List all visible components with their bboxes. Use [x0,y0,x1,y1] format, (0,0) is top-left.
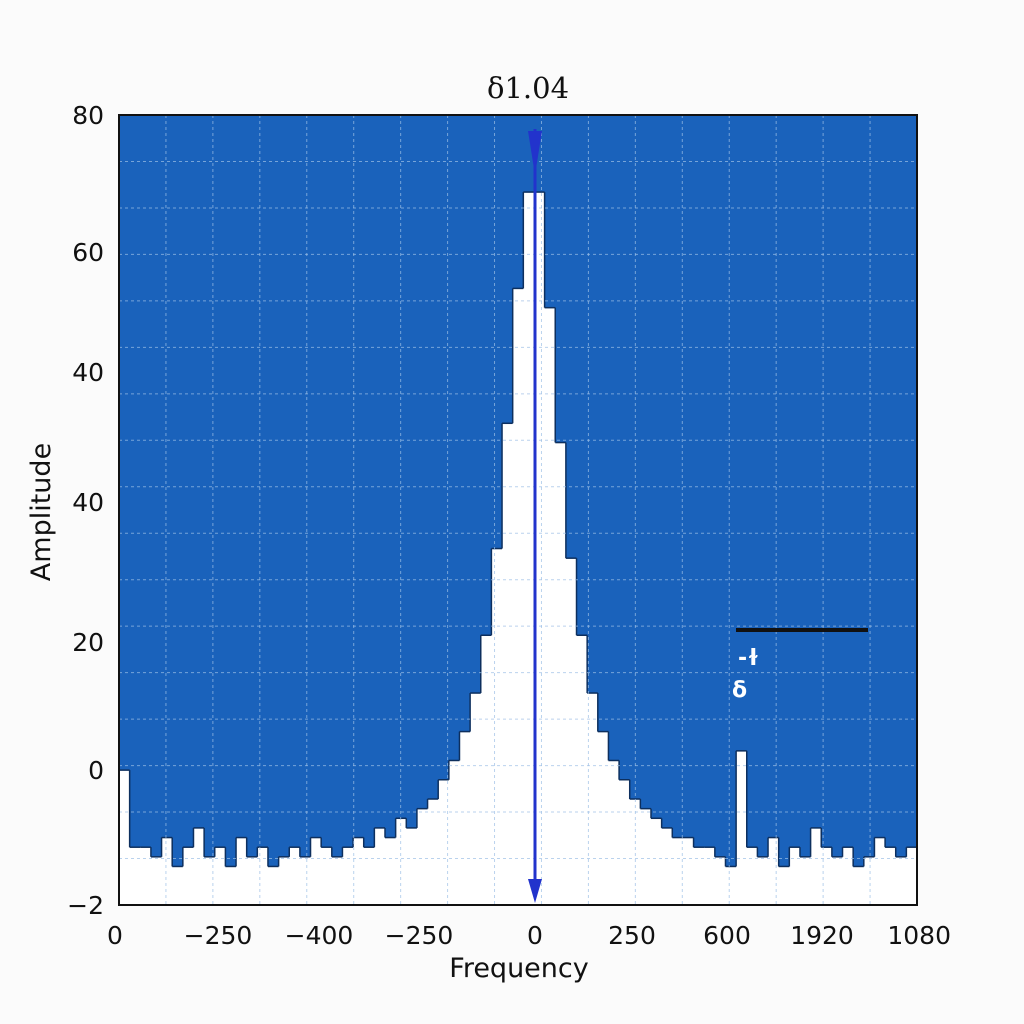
annotation-group: -ɫ δ [732,628,868,703]
x-axis-label: Frequency [449,953,589,984]
arrowhead-top [528,131,542,175]
x-tick-label: −250 [385,921,454,950]
y-tick-label: −2 [67,891,104,920]
y-tick-label: 40 [72,358,104,387]
x-tick-label: 0 [107,921,123,950]
center-marker [528,129,542,903]
arrowhead-bottom [528,879,542,903]
amplitude-area [119,115,917,868]
x-tick-label: 250 [608,921,656,950]
y-tick-label: 20 [72,628,104,657]
x-tick-label: −250 [184,921,253,950]
x-tick-label: 1080 [887,921,951,950]
plot-frame [118,114,918,906]
x-tick-label: −400 [285,921,354,950]
grid-lines [119,115,917,905]
y-tick-label: 60 [72,238,104,267]
area-fill [119,115,917,867]
y-axis-ticks: 80 60 40 40 20 0 −2 [67,101,104,920]
x-tick-label: 1920 [790,921,854,950]
x-tick-label: 600 [703,921,751,950]
y-tick-label: 40 [72,488,104,517]
x-axis-ticks: 0 −250 −400 −250 0 250 600 1920 1080 [107,921,951,950]
y-tick-label: 80 [72,101,104,130]
x-tick-label: 0 [527,921,543,950]
y-axis-label: Amplitude [26,443,57,581]
chart-title: δ1.04 [487,71,569,105]
y-tick-label: 0 [88,756,104,785]
annotation-label-1: -ɫ [738,646,759,671]
annotation-label-2: δ [732,678,747,703]
